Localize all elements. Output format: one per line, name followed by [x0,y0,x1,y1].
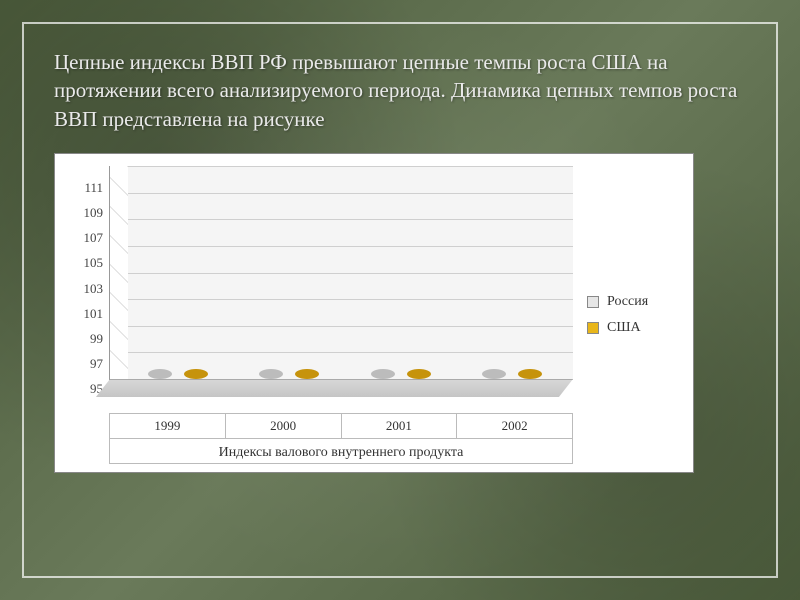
legend-swatch [587,296,599,308]
plot-column: 111109107105103101999795 199920002001200… [65,166,573,464]
plot-row: 111109107105103101999795 [65,166,573,397]
bars-layer [128,166,573,379]
y-tick-label: 99 [90,331,103,347]
chart-container: 111109107105103101999795 199920002001200… [54,153,694,473]
y-tick-label: 111 [84,180,103,196]
y-tick-label: 97 [90,356,103,372]
legend-label: США [607,320,641,336]
x-tick-label: 2000 [225,414,341,438]
slide-frame: Цепные индексы ВВП РФ превышают цепные т… [22,22,778,578]
legend-item: США [587,320,683,336]
y-tick-label: 101 [84,306,104,322]
x-tick-label: 2002 [456,414,573,438]
gridline-side [110,177,128,196]
gridline-side [110,321,128,340]
gridline-side [110,292,128,311]
y-tick-label: 103 [84,281,104,297]
y-tick-label: 109 [84,205,104,221]
legend-item: Россия [587,294,683,310]
chart-floor [96,379,573,397]
gridline-side [110,350,128,369]
gridline-side [110,166,128,167]
x-tick-label: 2001 [341,414,457,438]
legend-swatch [587,322,599,334]
y-tick-label: 105 [84,255,104,271]
plot-area [109,166,573,397]
gridline-side [110,206,128,225]
x-axis-title: Индексы валового внутреннего продукта [109,439,573,464]
gridline-side [110,235,128,254]
legend: Россия США [573,166,683,464]
slide-caption: Цепные индексы ВВП РФ превышают цепные т… [54,48,746,133]
x-axis-categories: 1999200020012002 [109,413,573,439]
y-tick-label: 107 [84,230,104,246]
chart-sidewall [110,166,128,397]
legend-label: Россия [607,294,648,310]
x-tick-label: 1999 [109,414,225,438]
gridline-side [110,264,128,283]
y-axis: 111109107105103101999795 [65,166,109,397]
